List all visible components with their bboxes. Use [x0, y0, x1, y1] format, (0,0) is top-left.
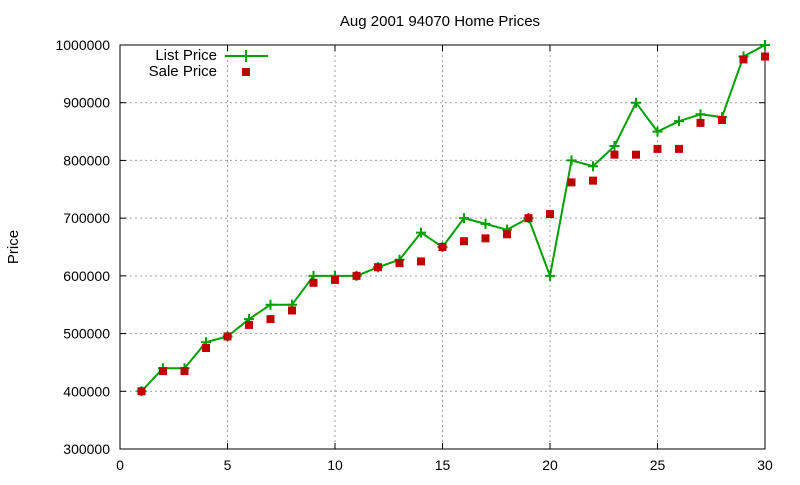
list-price-point [588, 161, 598, 172]
list-price-point [695, 109, 706, 120]
sale-price-point [438, 243, 447, 251]
sale-price-point [202, 344, 210, 352]
sale-price-point [696, 118, 705, 127]
x-tick-label: 25 [650, 457, 666, 473]
sale-price-point [266, 315, 275, 324]
x-tick-label: 5 [224, 457, 232, 473]
series-layer [136, 40, 770, 397]
sale-price-point [159, 367, 167, 376]
sale-price-point [245, 320, 253, 329]
sale-price-point [481, 234, 490, 243]
sale-price-point [632, 150, 640, 159]
sale-price-point [460, 237, 468, 246]
list-price-point [609, 141, 620, 151]
list-price-point [416, 227, 426, 238]
list-price-point [760, 40, 770, 50]
y-tick-label: 500000 [63, 326, 110, 342]
y-tick-label: 700000 [63, 210, 110, 226]
legend-label-list-price: List Price [155, 47, 217, 64]
list-price-point [265, 299, 276, 310]
sale-price-point [739, 55, 748, 64]
sale-price-point [395, 259, 404, 268]
x-tick-label: 20 [542, 457, 558, 473]
list-price-point [652, 126, 663, 137]
sale-price-point [503, 230, 511, 239]
sale-price-point [524, 214, 533, 223]
y-tick-label: 600000 [63, 268, 110, 284]
y-tick-label: 300000 [63, 441, 110, 457]
list-price-point [480, 218, 491, 229]
sale-price-point [718, 116, 726, 125]
x-tick-label: 10 [327, 457, 343, 473]
y-tick-label: 800000 [63, 152, 110, 168]
tick-layer [119, 44, 766, 450]
y-tick-label: 1000000 [55, 37, 110, 53]
sale-price-point [352, 271, 361, 280]
sale-price-point [610, 150, 619, 159]
sale-price-point [589, 176, 597, 185]
list-price-point [674, 116, 684, 127]
x-tick-labels: 0 5 10 15 20 25 30 [116, 457, 773, 473]
y-axis-label: Price [5, 230, 22, 264]
sale-price-point [331, 275, 339, 284]
sale-price-point [309, 278, 318, 287]
sale-price-point [417, 257, 425, 266]
sale-price-point [137, 387, 146, 396]
sale-price-point [761, 52, 769, 61]
sale-price-point [374, 263, 382, 272]
sale-price-point [546, 210, 554, 219]
list-price-point [459, 213, 469, 224]
x-tick-label: 15 [435, 457, 451, 473]
legend-label-sale-price: Sale Price [149, 63, 217, 80]
sale-price-point [653, 144, 662, 153]
legend-marker-sale-price [242, 68, 250, 76]
sale-price-point [567, 178, 576, 187]
sale-price-point [675, 144, 683, 153]
y-tick-labels: 300000 400000 500000 600000 700000 800000 9000… [55, 37, 110, 457]
sale-price-point [288, 306, 296, 315]
list-price-point [545, 270, 555, 281]
x-tick-label: 0 [116, 457, 124, 473]
y-tick-label: 400000 [63, 383, 110, 399]
legend: List Price Sale Price [149, 47, 268, 80]
sale-price-point [180, 367, 189, 376]
sale-price-point [223, 332, 232, 341]
y-tick-label: 900000 [63, 95, 110, 111]
list-price-point [631, 97, 641, 108]
x-tick-label: 30 [757, 457, 773, 473]
chart-title: Aug 2001 94070 Home Prices [340, 13, 540, 30]
legend-marker-list-price [240, 50, 252, 62]
list-price-point [566, 155, 577, 166]
